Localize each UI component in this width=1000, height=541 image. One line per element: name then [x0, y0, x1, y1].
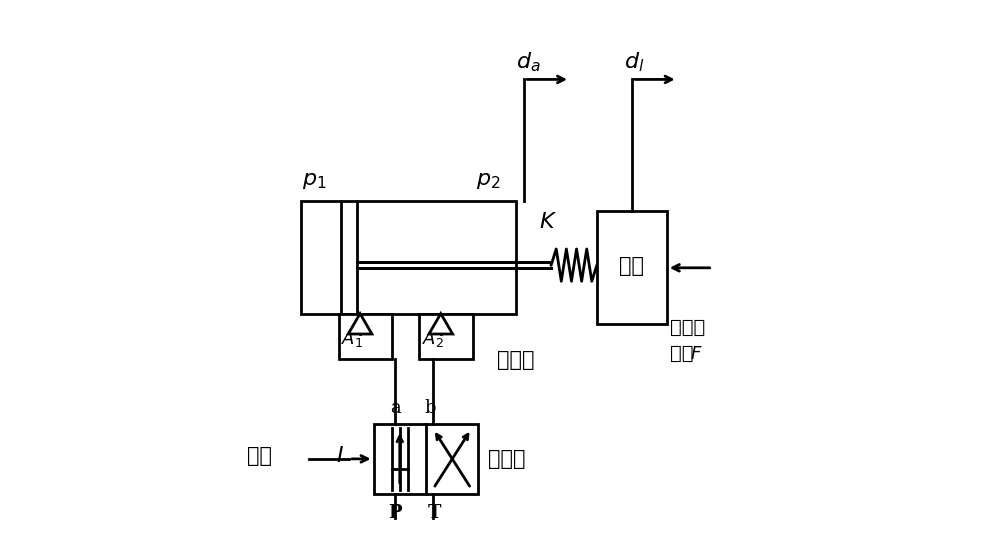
Bar [374, 424, 478, 494]
Text: 电流: 电流 [247, 446, 272, 466]
Text: a: a [390, 399, 400, 417]
Text: 载力: 载力 [670, 345, 693, 364]
Text: P: P [388, 504, 402, 523]
Text: 负载: 负载 [619, 256, 644, 276]
Text: $d_l$: $d_l$ [624, 50, 644, 74]
Text: 液压缸: 液压缸 [497, 350, 535, 370]
Text: $p_1$: $p_1$ [302, 169, 327, 191]
Polygon shape [348, 314, 372, 334]
Text: $p_2$: $p_2$ [476, 169, 500, 191]
Text: $F$: $F$ [690, 345, 703, 363]
Text: b: b [424, 399, 436, 417]
Text: $A_1$: $A_1$ [341, 329, 363, 349]
Text: $d_a$: $d_a$ [516, 50, 541, 74]
Polygon shape [429, 314, 453, 334]
Bar [419, 314, 473, 359]
Text: $I$: $I$ [336, 445, 344, 467]
Text: 伺服阀: 伺服阀 [488, 449, 526, 469]
Bar [597, 212, 667, 324]
Text: T: T [428, 504, 441, 523]
Bar [301, 201, 516, 314]
Text: 外部负: 外部负 [670, 318, 705, 337]
Text: $A_2$: $A_2$ [422, 329, 444, 349]
Text: $K$: $K$ [539, 211, 557, 233]
Bar [339, 314, 392, 359]
